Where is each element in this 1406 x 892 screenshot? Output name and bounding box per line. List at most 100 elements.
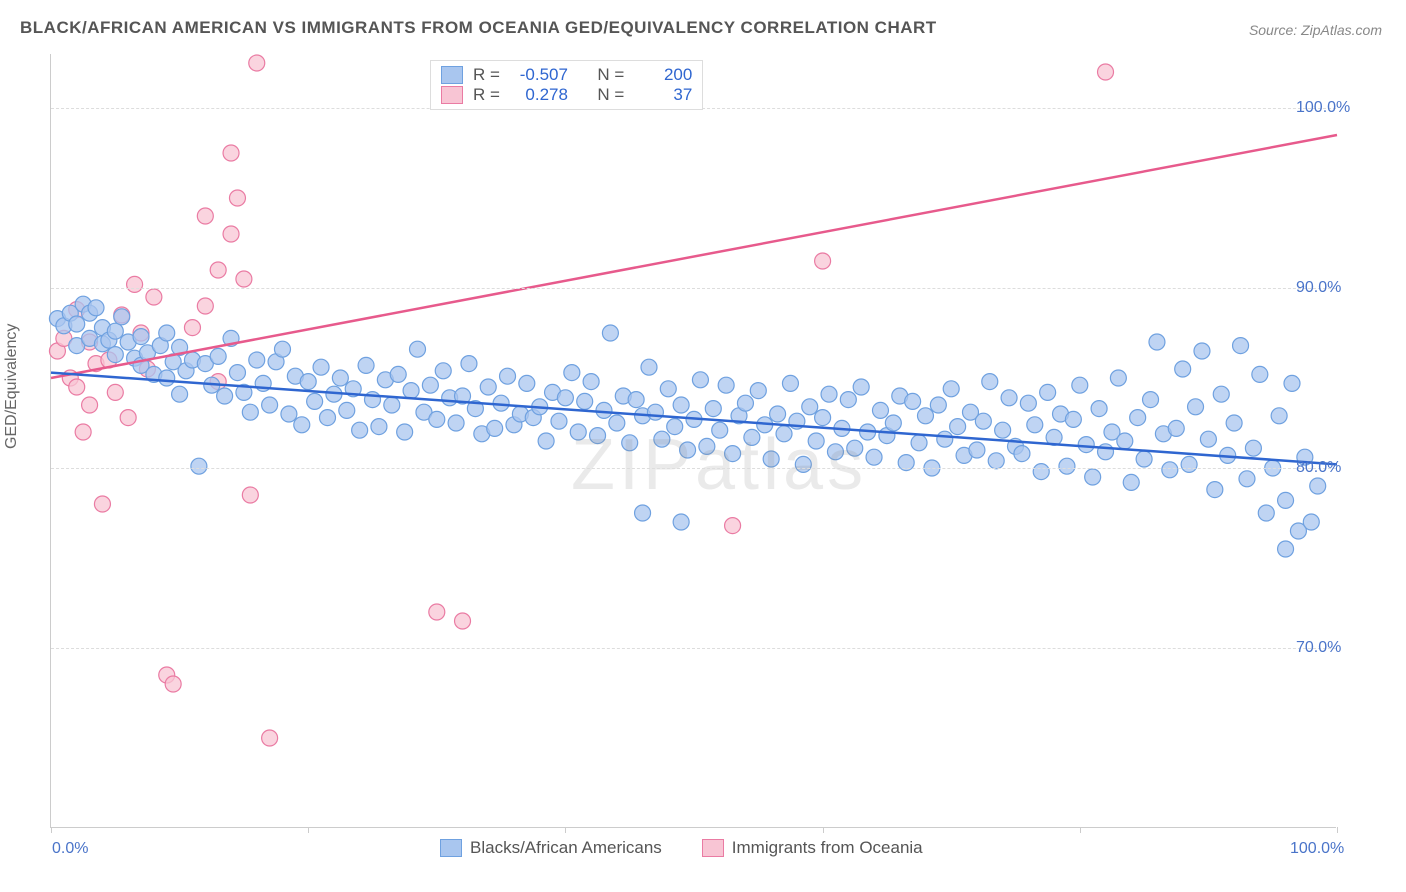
data-point bbox=[737, 395, 753, 411]
data-point bbox=[622, 435, 638, 451]
data-point bbox=[1020, 395, 1036, 411]
gridline-h bbox=[51, 288, 1336, 289]
r-label: R = bbox=[473, 85, 500, 105]
data-point bbox=[699, 438, 715, 454]
data-point bbox=[660, 381, 676, 397]
n-value-pink: 37 bbox=[634, 85, 692, 105]
data-point bbox=[654, 431, 670, 447]
data-point bbox=[590, 428, 606, 444]
n-value-blue: 200 bbox=[634, 65, 692, 85]
data-point bbox=[692, 372, 708, 388]
data-point bbox=[1303, 514, 1319, 530]
data-point bbox=[249, 55, 265, 71]
data-point bbox=[1117, 433, 1133, 449]
data-point bbox=[1207, 482, 1223, 498]
data-point bbox=[242, 404, 258, 420]
n-label: N = bbox=[597, 85, 624, 105]
data-point bbox=[410, 341, 426, 357]
data-point bbox=[448, 415, 464, 431]
data-point bbox=[1200, 431, 1216, 447]
data-point bbox=[673, 397, 689, 413]
data-point bbox=[384, 397, 400, 413]
data-point bbox=[538, 433, 554, 449]
data-point bbox=[570, 424, 586, 440]
data-point bbox=[725, 446, 741, 462]
data-point bbox=[197, 298, 213, 314]
data-point bbox=[397, 424, 413, 440]
data-point bbox=[975, 413, 991, 429]
x-tick-max: 100.0% bbox=[1290, 840, 1344, 858]
data-point bbox=[995, 422, 1011, 438]
source-attribution: Source: ZipAtlas.com bbox=[1249, 22, 1382, 38]
data-point bbox=[718, 377, 734, 393]
data-point bbox=[313, 359, 329, 375]
legend-item-blue: Blacks/African Americans bbox=[440, 838, 662, 858]
data-point bbox=[969, 442, 985, 458]
chart-title: BLACK/AFRICAN AMERICAN VS IMMIGRANTS FRO… bbox=[20, 18, 937, 38]
data-point bbox=[1252, 366, 1268, 382]
data-point bbox=[390, 366, 406, 382]
x-tick bbox=[308, 827, 309, 833]
data-point bbox=[1091, 401, 1107, 417]
data-point bbox=[107, 384, 123, 400]
data-point bbox=[911, 435, 927, 451]
data-point bbox=[795, 456, 811, 472]
data-point bbox=[461, 356, 477, 372]
data-point bbox=[943, 381, 959, 397]
data-point bbox=[429, 604, 445, 620]
y-tick-label: 80.0% bbox=[1296, 459, 1341, 477]
data-point bbox=[332, 370, 348, 386]
data-point bbox=[133, 329, 149, 345]
data-point bbox=[982, 374, 998, 390]
data-point bbox=[776, 426, 792, 442]
legend-stats-box: R = -0.507 N = 200 R = 0.278 N = 37 bbox=[430, 60, 703, 110]
data-point bbox=[262, 730, 278, 746]
data-point bbox=[69, 379, 85, 395]
legend-swatch-pink bbox=[702, 839, 724, 857]
data-point bbox=[680, 442, 696, 458]
data-point bbox=[455, 613, 471, 629]
data-point bbox=[583, 374, 599, 390]
plot-area: ZIPatlas bbox=[50, 54, 1336, 828]
data-point bbox=[249, 352, 265, 368]
data-point bbox=[1130, 410, 1146, 426]
data-point bbox=[429, 411, 445, 427]
data-point bbox=[274, 341, 290, 357]
data-point bbox=[705, 401, 721, 417]
data-point bbox=[673, 514, 689, 530]
data-point bbox=[808, 433, 824, 449]
data-point bbox=[229, 365, 245, 381]
data-point bbox=[281, 406, 297, 422]
data-point bbox=[210, 348, 226, 364]
legend-bottom: Blacks/African Americans Immigrants from… bbox=[440, 838, 923, 858]
data-point bbox=[1078, 437, 1094, 453]
data-point bbox=[480, 379, 496, 395]
chart-svg bbox=[51, 54, 1337, 828]
data-point bbox=[557, 390, 573, 406]
data-point bbox=[872, 402, 888, 418]
y-axis-label: GED/Equivalency bbox=[3, 324, 21, 449]
x-tick bbox=[51, 827, 52, 833]
legend-swatch-blue bbox=[440, 839, 462, 857]
data-point bbox=[487, 420, 503, 436]
data-point bbox=[191, 458, 207, 474]
data-point bbox=[725, 518, 741, 534]
data-point bbox=[127, 276, 143, 292]
data-point bbox=[1278, 492, 1294, 508]
legend-swatch-blue bbox=[441, 66, 463, 84]
x-tick bbox=[565, 827, 566, 833]
y-tick-label: 100.0% bbox=[1296, 99, 1350, 117]
data-point bbox=[821, 386, 837, 402]
data-point bbox=[577, 393, 593, 409]
data-point bbox=[744, 429, 760, 445]
data-point bbox=[223, 145, 239, 161]
data-point bbox=[1149, 334, 1165, 350]
data-point bbox=[782, 375, 798, 391]
legend-stats-row-pink: R = 0.278 N = 37 bbox=[441, 85, 692, 105]
data-point bbox=[229, 190, 245, 206]
data-point bbox=[1278, 541, 1294, 557]
data-point bbox=[712, 422, 728, 438]
r-value-blue: -0.507 bbox=[510, 65, 568, 85]
data-point bbox=[146, 289, 162, 305]
data-point bbox=[217, 388, 233, 404]
